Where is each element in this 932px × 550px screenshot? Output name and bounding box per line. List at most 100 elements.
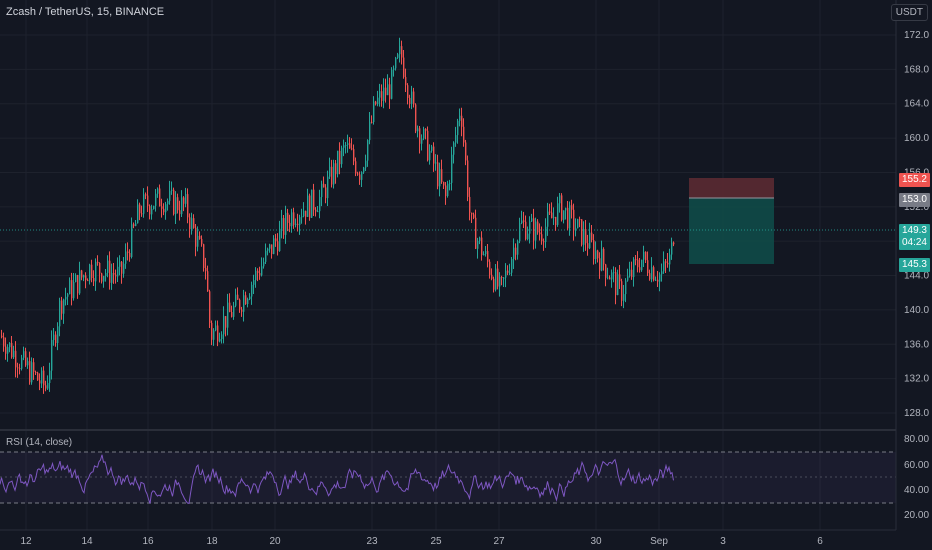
time-tick: Sep — [650, 536, 668, 547]
candle-body — [425, 128, 427, 131]
rsi-tick: 20.00 — [904, 510, 929, 521]
candle-body — [193, 218, 195, 228]
price-tick: 164.0 — [904, 99, 929, 110]
candle-body — [547, 211, 549, 227]
stop-loss-zone[interactable] — [689, 178, 774, 198]
position-tool[interactable] — [689, 178, 774, 264]
take-profit-zone[interactable] — [689, 198, 774, 264]
candle-body — [373, 101, 375, 123]
candle-body — [579, 219, 581, 221]
candle-body — [83, 275, 85, 278]
candle-body — [367, 140, 369, 161]
candle-body — [515, 247, 517, 255]
candle-body — [507, 270, 509, 273]
candle-body — [75, 275, 77, 283]
candle-body — [79, 270, 81, 294]
candle-body — [461, 115, 463, 127]
candle-body — [93, 277, 95, 282]
candle-body — [555, 216, 557, 225]
candle-body — [497, 268, 499, 287]
candle-body — [315, 209, 317, 212]
candle-body — [375, 101, 377, 105]
rsi-tick: 40.00 — [904, 485, 929, 496]
candle-body — [415, 104, 417, 132]
price-tick: 160.0 — [904, 133, 929, 144]
candle-body — [109, 260, 111, 283]
candle-body — [11, 342, 13, 358]
symbol-title[interactable]: Zcash / TetherUS, 15, BINANCE — [6, 6, 165, 18]
candle-body — [551, 212, 553, 219]
candle-body — [457, 120, 459, 136]
candle-body — [273, 238, 275, 254]
current-price-value: 149.3 — [901, 225, 927, 236]
candle-body — [619, 274, 621, 282]
candle-body — [265, 250, 267, 262]
time-tick: 18 — [206, 536, 218, 547]
candle-body — [615, 272, 617, 295]
candle-body — [589, 232, 591, 249]
candle-body — [19, 368, 21, 370]
candle-body — [253, 280, 255, 285]
time-tick: 3 — [720, 536, 726, 547]
candle-body — [213, 330, 215, 340]
candle-body — [341, 147, 343, 165]
candle-body — [3, 337, 5, 347]
candle-body — [303, 210, 305, 217]
candle-body — [663, 261, 665, 272]
candle-body — [545, 226, 547, 242]
candle-body — [165, 204, 167, 213]
candle-body — [475, 217, 477, 249]
candle-body — [127, 251, 129, 254]
candle-body — [199, 235, 201, 239]
candle-body — [437, 162, 439, 187]
candle-body — [269, 244, 271, 249]
candle-body — [87, 280, 89, 282]
candle-body — [161, 206, 163, 209]
candle-body — [149, 206, 151, 215]
candle-body — [283, 218, 285, 235]
candle-body — [593, 240, 595, 260]
candle-body — [7, 347, 9, 354]
candle-body — [305, 210, 307, 217]
candle-body — [637, 259, 639, 268]
candle-body — [121, 261, 123, 274]
candle-body — [431, 146, 433, 151]
candle-body — [325, 187, 327, 199]
candle-body — [351, 148, 353, 150]
candle-body — [331, 166, 333, 185]
time-tick: 27 — [493, 536, 505, 547]
time-tick: 20 — [269, 536, 281, 547]
candle-body — [293, 212, 295, 225]
price-tick: 132.0 — [904, 374, 929, 385]
rsi-axis[interactable]: 80.00 60.00 40.00 20.00 — [904, 434, 929, 521]
candle-body — [169, 190, 171, 201]
price-tick: 156.0 — [904, 167, 929, 178]
candle-body — [543, 241, 545, 243]
candle-body — [625, 280, 627, 295]
candle-body — [5, 346, 7, 354]
candle-body — [85, 275, 87, 281]
candle-body — [557, 203, 559, 225]
rsi-title[interactable]: RSI (14, close) — [6, 437, 73, 448]
candle-body — [217, 325, 219, 342]
candle-body — [233, 305, 235, 317]
candle-body — [81, 270, 83, 278]
candle-body — [157, 188, 159, 194]
candle-body — [659, 274, 661, 282]
currency-button[interactable]: USDT — [890, 4, 928, 21]
time-axis[interactable]: 12 14 16 18 20 23 25 27 30 Sep 3 6 — [20, 536, 823, 547]
candle-body — [395, 57, 397, 69]
price-tick: 168.0 — [904, 64, 929, 75]
candle-body — [195, 227, 197, 247]
candle-body — [469, 196, 471, 213]
candle-body — [295, 223, 297, 225]
candle-body — [563, 210, 565, 220]
candle-body — [311, 189, 313, 218]
time-tick: 30 — [590, 536, 602, 547]
candle-body — [381, 91, 383, 101]
candle-body — [513, 247, 515, 260]
candle-body — [91, 264, 93, 278]
candle-body — [29, 361, 31, 383]
candle-body — [421, 138, 423, 144]
